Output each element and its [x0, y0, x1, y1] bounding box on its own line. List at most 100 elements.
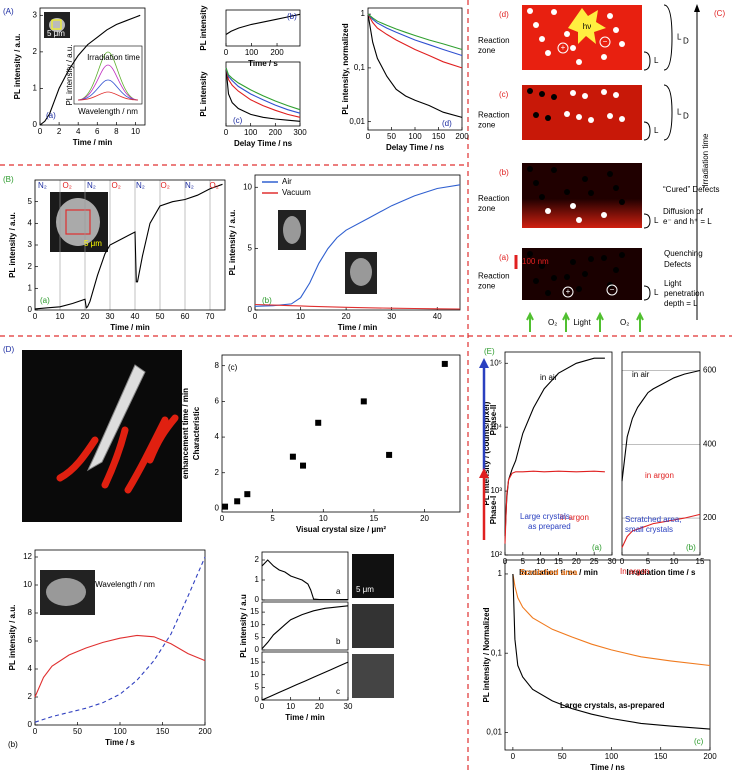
y-axis-label: PL intensity / (counts/pixel) [482, 401, 491, 505]
point [441, 360, 448, 367]
plot-frame [621, 351, 701, 556]
defect [564, 111, 570, 117]
note: Quenching [664, 249, 703, 258]
y2-tick-label: 200 [703, 513, 717, 522]
note: O₂ [548, 318, 557, 327]
carrier-label: − [610, 285, 615, 294]
y-tick-label: 10 [243, 182, 252, 191]
carrier-label: + [566, 287, 571, 296]
plot-frame [34, 549, 206, 726]
plot-frame [504, 351, 613, 556]
y-tick-label: 0 [33, 120, 38, 129]
x-tick-label: 100 [408, 132, 422, 141]
legend-label: Air [282, 177, 292, 186]
annotation: 5 μm [84, 239, 102, 248]
note: penetration [664, 289, 704, 298]
y-tick-label: 0 [215, 504, 220, 513]
series-line [367, 13, 463, 69]
y-tick-label: 0 [255, 595, 260, 604]
defect [613, 27, 619, 33]
x-tick-label: 10 [536, 557, 545, 566]
annotation: (b) [262, 296, 272, 305]
note: Defects [664, 260, 691, 269]
y-axis-label: PL intensity, normalized [341, 23, 350, 114]
y-tick-label: 1 [498, 569, 503, 578]
defect [613, 267, 619, 273]
defect [545, 208, 551, 214]
defect [588, 117, 594, 123]
x-tick-label: 50 [156, 312, 165, 321]
pen [86, 364, 146, 472]
spectrum [77, 91, 139, 101]
bracket [663, 4, 673, 71]
y-tick-label: 4 [28, 218, 33, 227]
chart: 0 2 4 6 8 10 0 1 2 3 Time / min PL intensity / a.u.… [13, 7, 146, 147]
defect [539, 194, 545, 200]
arrow-head [479, 358, 489, 368]
y-tick-label: 1 [33, 84, 38, 93]
x-tick-label: 40 [433, 312, 442, 321]
x-tick-label: 40 [131, 312, 140, 321]
y-axis-label: PL intensity / a.u. [8, 212, 17, 278]
series-line [261, 605, 349, 650]
x-tick-label: 20 [342, 312, 351, 321]
defect [576, 286, 582, 292]
y-tick-label: 6 [215, 396, 220, 405]
chart: 0 5 10 15 200 400 600 Irradiation time / s in ai… [620, 351, 717, 577]
defect [570, 90, 576, 96]
l-label: L [654, 126, 659, 135]
series-line [34, 183, 223, 310]
annotation: b [336, 637, 341, 646]
x-axis-label: Irradiation time / min [519, 568, 598, 577]
defect [539, 91, 545, 97]
x-tick-label: 10 [296, 312, 305, 321]
defect [551, 167, 557, 173]
defect [619, 252, 625, 258]
defect [582, 176, 588, 182]
y-tick-label: 5 [255, 682, 260, 691]
x-axis-label: Delay Time / ns [234, 139, 293, 148]
y-tick-label: 1 [28, 283, 33, 292]
defect [619, 116, 625, 122]
annotation: N₂ [87, 181, 96, 190]
series-line [621, 513, 701, 548]
defect [564, 274, 570, 280]
x-tick-label: 15 [696, 557, 705, 566]
carrier-label: + [561, 43, 566, 52]
annotation: Wavelength / nm [95, 580, 155, 589]
plot-frame [254, 174, 461, 311]
defect [527, 251, 533, 257]
defect [570, 203, 576, 209]
y-tick-label: 10⁵ [490, 358, 502, 367]
inset-image [352, 554, 394, 598]
defect [607, 13, 613, 19]
x-tick-label: 200 [198, 727, 212, 736]
point [386, 451, 393, 458]
inset-image [352, 654, 394, 698]
defect [551, 9, 557, 15]
x-axis-label: Time / min [338, 323, 378, 332]
y-tick-label: 1 [361, 9, 366, 18]
roi [65, 209, 91, 235]
x-tick-label: 20 [81, 312, 90, 321]
point [234, 498, 241, 505]
x-tick-label: 4 [76, 127, 81, 136]
stage-label: (a) [499, 253, 509, 262]
x-tick-label: 8 [114, 127, 119, 136]
annotation: O₂ [112, 181, 121, 190]
x-axis-label: Delay Time / ns [386, 143, 445, 152]
chart: 0 1 2 a 5 μm [255, 551, 374, 604]
series-line [39, 14, 141, 126]
y-tick-label: 15 [250, 657, 259, 666]
x-tick-label: 100 [244, 128, 258, 137]
x-tick-label: 10 [286, 702, 295, 711]
stage-label: (d) [499, 10, 509, 19]
y-axis-label: PL intensity [199, 5, 208, 51]
defect [601, 212, 607, 218]
y-tick-label: 4 [28, 664, 33, 673]
annotation: Irradiation time [87, 53, 140, 62]
series-line [254, 303, 461, 310]
defect [533, 180, 539, 186]
plot-frame [225, 61, 301, 127]
y-tick-label: 2 [33, 47, 38, 56]
